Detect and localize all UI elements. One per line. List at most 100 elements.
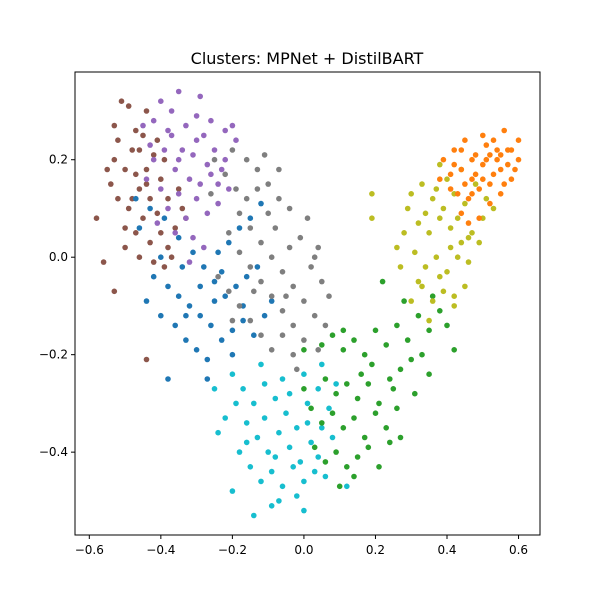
data-point [118, 98, 125, 104]
data-point [175, 186, 182, 192]
data-point [140, 132, 146, 139]
data-point [290, 464, 297, 470]
data-point [344, 464, 350, 470]
data-point [147, 205, 153, 212]
data-point [211, 278, 218, 285]
data-point [211, 298, 218, 304]
data-point [469, 230, 475, 236]
data-point [268, 468, 275, 475]
data-point [186, 176, 193, 182]
data-point [125, 103, 132, 109]
data-point [419, 181, 425, 187]
data-point [204, 210, 211, 217]
data-point [465, 234, 472, 241]
data-point [483, 156, 490, 163]
data-point [365, 444, 372, 451]
data-point [508, 176, 515, 182]
data-point [397, 264, 404, 270]
data-point [175, 191, 182, 197]
data-point [372, 410, 379, 417]
plot-frame [74, 71, 541, 536]
data-point [165, 376, 171, 382]
data-point [294, 493, 300, 499]
data-point [226, 288, 232, 295]
data-point [444, 322, 450, 329]
data-point [261, 415, 268, 421]
data-point [161, 147, 168, 153]
data-point [158, 254, 164, 260]
data-point [254, 264, 261, 270]
data-point [279, 483, 286, 490]
data-point [240, 317, 246, 324]
data-point [322, 459, 329, 465]
data-point [297, 459, 304, 465]
data-point [229, 351, 236, 358]
data-point [258, 361, 264, 368]
data-point [472, 181, 479, 187]
data-point [412, 249, 418, 256]
data-point [408, 191, 415, 197]
data-point [165, 195, 171, 202]
data-point [133, 195, 139, 202]
data-point [208, 191, 214, 197]
data-point [447, 244, 454, 251]
x-tick-label: −0.2 [218, 543, 247, 557]
data-point [472, 152, 479, 158]
data-point [501, 127, 508, 134]
data-point [451, 161, 458, 168]
data-point [272, 225, 279, 231]
data-point [247, 317, 254, 324]
data-point [379, 278, 386, 285]
data-point [204, 356, 211, 363]
data-point [161, 156, 168, 163]
data-point [147, 239, 153, 246]
data-point [222, 171, 228, 178]
data-point [136, 225, 143, 231]
data-point [204, 376, 211, 382]
data-point [294, 425, 300, 431]
data-point [444, 176, 450, 182]
series-0 [93, 98, 189, 363]
data-point [426, 371, 432, 378]
data-point [286, 390, 293, 397]
data-point [122, 225, 128, 231]
data-point [190, 152, 196, 158]
data-point [165, 244, 171, 251]
data-point [451, 147, 458, 153]
data-point [104, 166, 110, 173]
data-point [301, 347, 307, 353]
x-tick-label: 0.2 [366, 543, 385, 557]
data-point [268, 293, 275, 300]
data-point [236, 449, 243, 455]
data-point [390, 386, 397, 392]
data-point [497, 152, 504, 158]
data-point [301, 507, 307, 514]
data-point [419, 283, 425, 290]
x-tick-label: −0.4 [146, 543, 175, 557]
data-point [333, 449, 339, 455]
data-point [361, 434, 368, 441]
data-point [243, 195, 250, 202]
data-point [243, 273, 250, 280]
data-point [236, 249, 243, 256]
data-point [408, 298, 415, 304]
data-point [150, 273, 157, 280]
data-point [165, 127, 171, 134]
data-point [108, 181, 114, 187]
data-point [301, 337, 307, 343]
data-point [258, 278, 264, 285]
data-point [383, 425, 390, 431]
data-point [447, 186, 454, 192]
data-point [311, 312, 318, 319]
data-point [190, 234, 196, 241]
data-point [258, 239, 264, 246]
data-point [422, 264, 429, 270]
data-point [344, 483, 350, 490]
data-point [404, 205, 411, 212]
data-point [215, 181, 221, 187]
data-point [429, 298, 436, 304]
data-point [487, 152, 493, 158]
data-point [165, 205, 171, 212]
data-point [494, 156, 500, 163]
